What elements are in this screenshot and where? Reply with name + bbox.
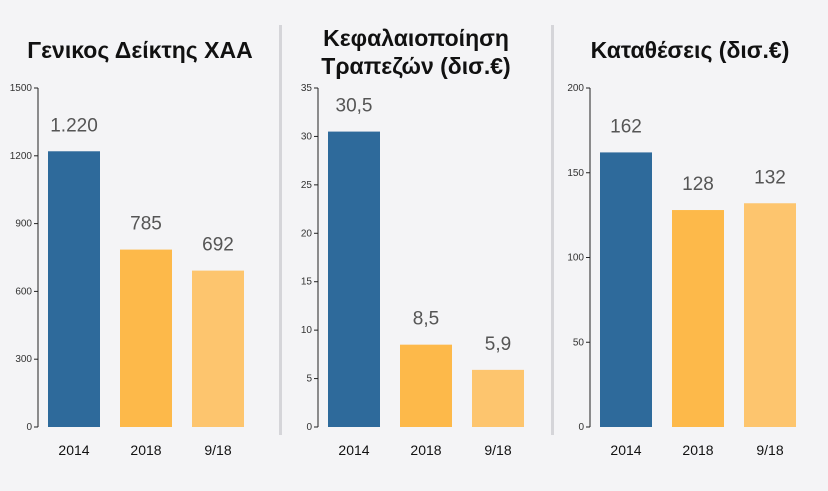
y-tick-label: 1200 [10,151,33,162]
x-tick-label: 9/18 [484,442,511,458]
y-tick-label: 20 [301,228,313,239]
x-tick-label: 2018 [410,442,441,458]
bar [120,249,172,427]
bar [192,270,244,427]
x-tick-label: 2014 [338,442,369,458]
x-tick-label: 2014 [58,442,89,458]
y-tick-label: 5 [306,374,312,385]
panel-divider [279,25,282,435]
x-tick-label: 2018 [682,442,713,458]
chart-panel-bank-capitalization: Κεφαλαιοποίηση Τραπεζών (δισ.€) 0 5 10 15 20… [280,0,552,491]
chart-panel-deposits: Καταθέσεις (δισ.€) 0 50 100 150 200 162 2014 12… [552,0,828,491]
x-tick-label: 2018 [130,442,161,458]
y-tick-label: 50 [573,337,585,348]
chart-panel-ase-index: Γενικος Δείκτης ΧΑΑ 0 300 600 900 1200 1500 1.… [0,0,280,491]
chart-title: Καταθέσεις (δισ.€) [590,37,790,63]
data-label: 128 [682,174,714,195]
chart-svg: 0 50 100 150 200 162 2014 128 2018 132 9/18 [567,83,796,458]
data-label: 132 [754,167,786,188]
y-tick-label: 25 [301,180,313,191]
y-tick-label: 35 [301,83,313,94]
x-tick-label: 9/18 [204,442,231,458]
bar [472,369,524,427]
y-tick-label: 300 [15,354,32,365]
y-tick-label: 15 [301,277,313,288]
panel-divider [551,25,554,435]
y-tick-label: 200 [567,83,584,94]
y-tick-label: 600 [15,286,32,297]
bar [672,210,724,427]
data-label: 8,5 [413,309,439,330]
y-tick-label: 900 [15,219,32,230]
y-tick-label: 0 [26,422,32,433]
y-tick-label: 1500 [10,83,33,94]
data-label: 30,5 [336,96,373,117]
data-label: 785 [130,214,162,235]
x-tick-label: 9/18 [756,442,783,458]
y-tick-label: 100 [567,253,584,264]
chart-svg: 0 5 10 15 20 25 30 35 30,5 2014 8,5 2018 5,9 9/18 [301,83,524,458]
x-tick-label: 2014 [610,442,641,458]
y-tick-label: 150 [567,168,584,179]
data-label: 5,9 [485,334,511,355]
data-label: 1.220 [50,115,98,136]
chart-title: Κεφαλαιοποίηση Τραπεζών (δισ.€) [321,25,511,79]
bar [328,131,380,428]
y-tick-label: 0 [306,422,312,433]
data-label: 692 [202,235,234,256]
bar [400,344,452,427]
bar [600,152,652,427]
chart-title: Γενικος Δείκτης ΧΑΑ [27,37,253,63]
chart-svg: 0 300 600 900 1200 1500 1.220 2014 785 2018 692 9/1… [10,83,244,458]
bar [744,203,796,427]
bar [48,151,100,427]
y-tick-label: 0 [578,422,584,433]
y-tick-label: 30 [301,131,313,142]
y-tick-label: 10 [301,325,313,336]
data-label: 162 [610,116,642,137]
